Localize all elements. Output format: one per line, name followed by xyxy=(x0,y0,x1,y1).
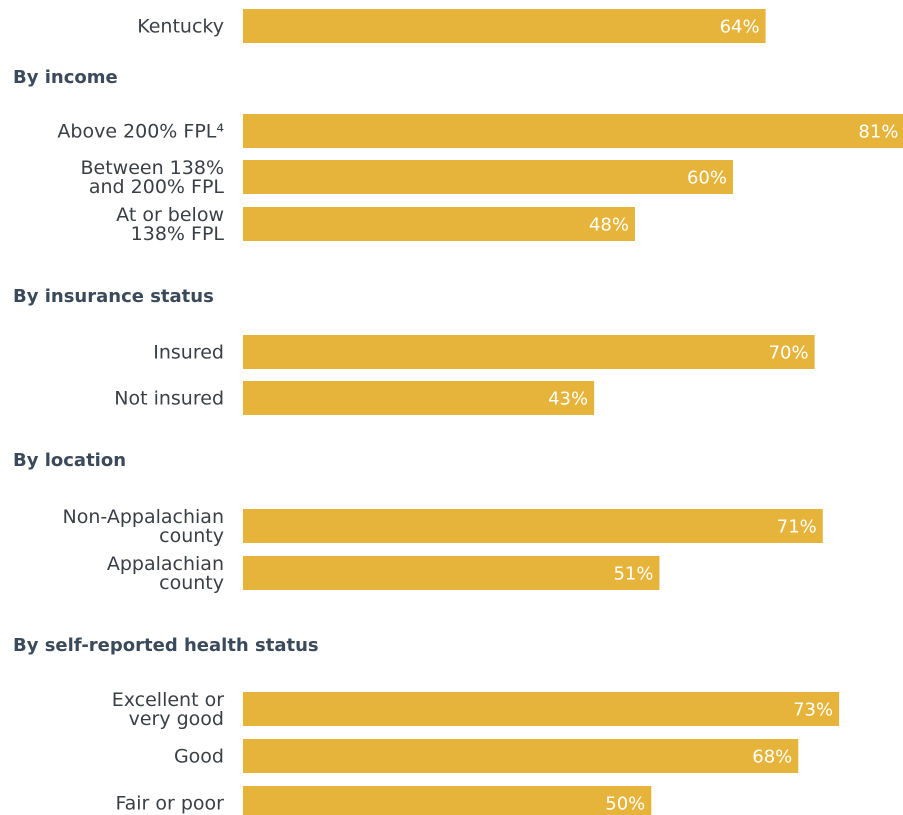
data-label: 50% xyxy=(605,794,645,815)
category-label: Excellent or xyxy=(112,689,224,711)
bar xyxy=(243,381,595,415)
category-label: very good xyxy=(129,708,224,730)
category-label: Good xyxy=(174,746,224,768)
category-label: 138% FPL xyxy=(131,223,225,245)
data-label: 60% xyxy=(687,168,727,189)
category-label: county xyxy=(159,572,224,594)
bar xyxy=(243,509,823,543)
bar xyxy=(243,207,635,241)
data-label: 51% xyxy=(613,564,653,585)
data-label: 70% xyxy=(769,343,809,364)
bar xyxy=(243,9,766,43)
section-title: By income xyxy=(13,67,118,88)
category-label: Appalachian xyxy=(107,553,224,575)
category-label: and 200% FPL xyxy=(89,176,225,198)
data-label: 71% xyxy=(777,517,817,538)
bar xyxy=(243,160,733,194)
bar xyxy=(243,739,799,773)
category-label: Not insured xyxy=(114,388,224,410)
data-label: 68% xyxy=(752,747,792,768)
bar xyxy=(243,556,660,590)
bar xyxy=(243,335,815,369)
data-label: 73% xyxy=(793,700,833,721)
category-label: Fair or poor xyxy=(115,793,224,815)
section-title: By insurance status xyxy=(13,286,214,307)
section-title: By location xyxy=(13,450,126,471)
section-title: By self-reported health status xyxy=(13,635,319,656)
data-label: 81% xyxy=(858,122,898,143)
data-label: 48% xyxy=(589,215,629,236)
category-label: county xyxy=(159,525,224,547)
data-label: 64% xyxy=(720,17,760,38)
category-label: Insured xyxy=(153,342,224,364)
category-label: Above 200% FPL⁴ xyxy=(57,121,224,143)
category-label: Kentucky xyxy=(137,16,224,38)
bar xyxy=(243,114,903,148)
category-label: At or below xyxy=(116,204,224,226)
category-label: Between 138% xyxy=(81,157,225,179)
category-label: Non-Appalachian xyxy=(63,506,224,528)
data-label: 43% xyxy=(548,389,588,410)
bar xyxy=(243,692,840,726)
bar xyxy=(243,786,652,815)
